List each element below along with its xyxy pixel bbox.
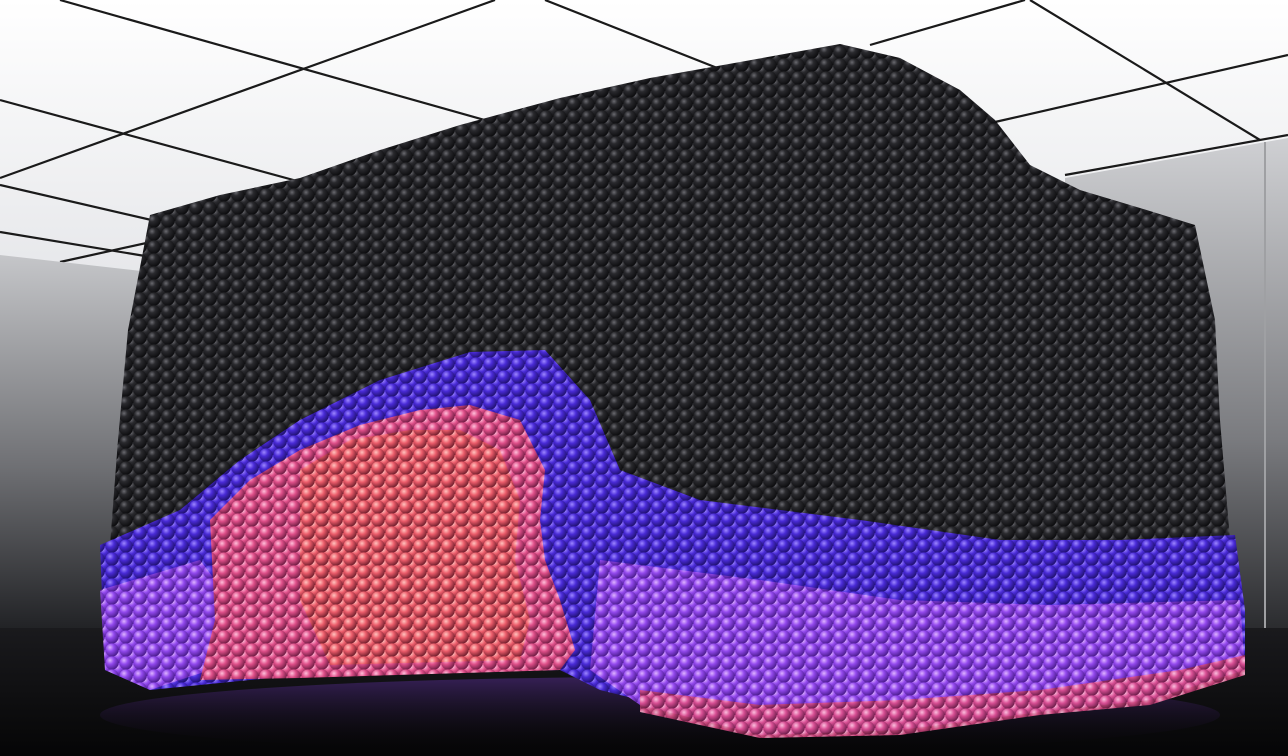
ceiling-grid	[0, 0, 1288, 264]
coral-sphere-core	[300, 430, 530, 665]
black-sphere-mass	[110, 44, 1230, 560]
violet-left-band	[100, 560, 240, 690]
pink-bottom-edge	[640, 655, 1245, 738]
